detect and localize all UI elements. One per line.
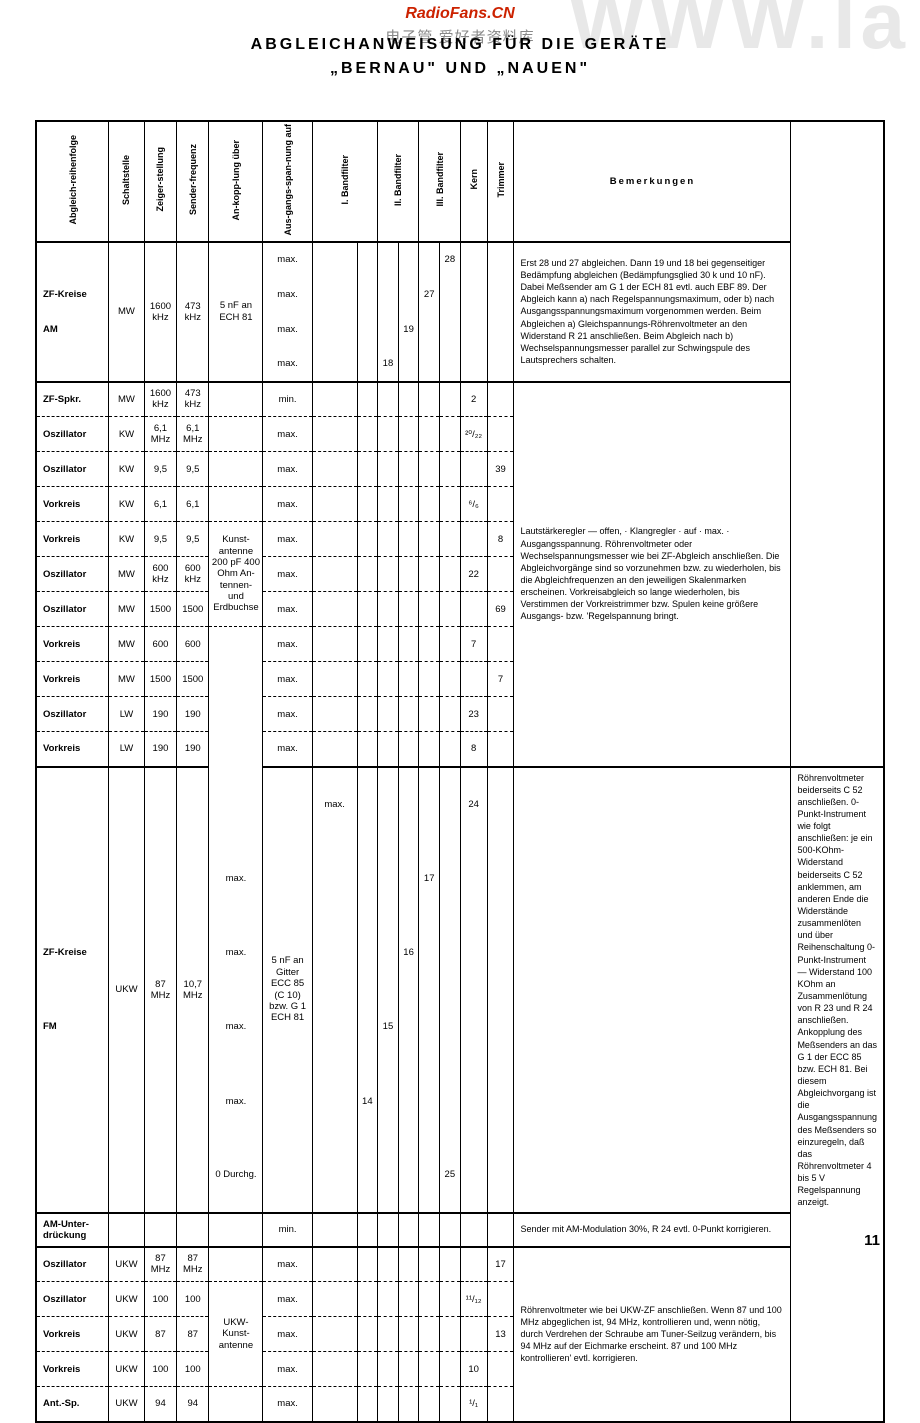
- table-row: MW1600 kHz473 kHz5 nF an ECH 81max.28Ers…: [36, 242, 884, 277]
- h2: Schaltstelle: [121, 155, 131, 205]
- alignment-table: Abgleich-reihenfolge Schaltstelle Zeiger…: [35, 120, 885, 1423]
- title-line1: ABGLEICHANWEISUNG FÜR DIE GERÄTE: [0, 33, 920, 57]
- h6: Aus-gangs-span-nung auf: [283, 124, 293, 236]
- table-row: AM-Unter-drückungmin.Sender mit AM-Modul…: [36, 1213, 884, 1247]
- h12: Bemerkungen: [514, 121, 791, 242]
- h4: Sender-frequenz: [188, 144, 198, 215]
- h8: II. Bandfilter: [393, 154, 403, 206]
- title-line2: „BERNAU" UND „NAUEN": [0, 57, 920, 81]
- h1: Abgleich-reihenfolge: [68, 135, 78, 225]
- page-title: ABGLEICHANWEISUNG FÜR DIE GERÄTE „BERNAU…: [0, 0, 920, 81]
- h9: III. Bandfilter: [435, 152, 445, 207]
- header-row: Abgleich-reihenfolge Schaltstelle Zeiger…: [36, 121, 884, 242]
- h3: Zeiger-stellung: [155, 147, 165, 212]
- h11: Trimmer: [496, 162, 506, 198]
- table-row: OszillatorUKW87MHz87MHzmax.17Röhrenvoltm…: [36, 1247, 884, 1282]
- table-row: ZF-Spkr.MW1600kHz473kHzmin.2Lautstärkere…: [36, 382, 884, 417]
- h7: I. Bandfilter: [340, 155, 350, 205]
- h5: An-kopp-lung über: [231, 140, 241, 221]
- h10: Kern: [469, 169, 479, 190]
- table-row: UKW87 MHz10,7 MHz5 nF an Gitter ECC 85 (…: [36, 767, 884, 841]
